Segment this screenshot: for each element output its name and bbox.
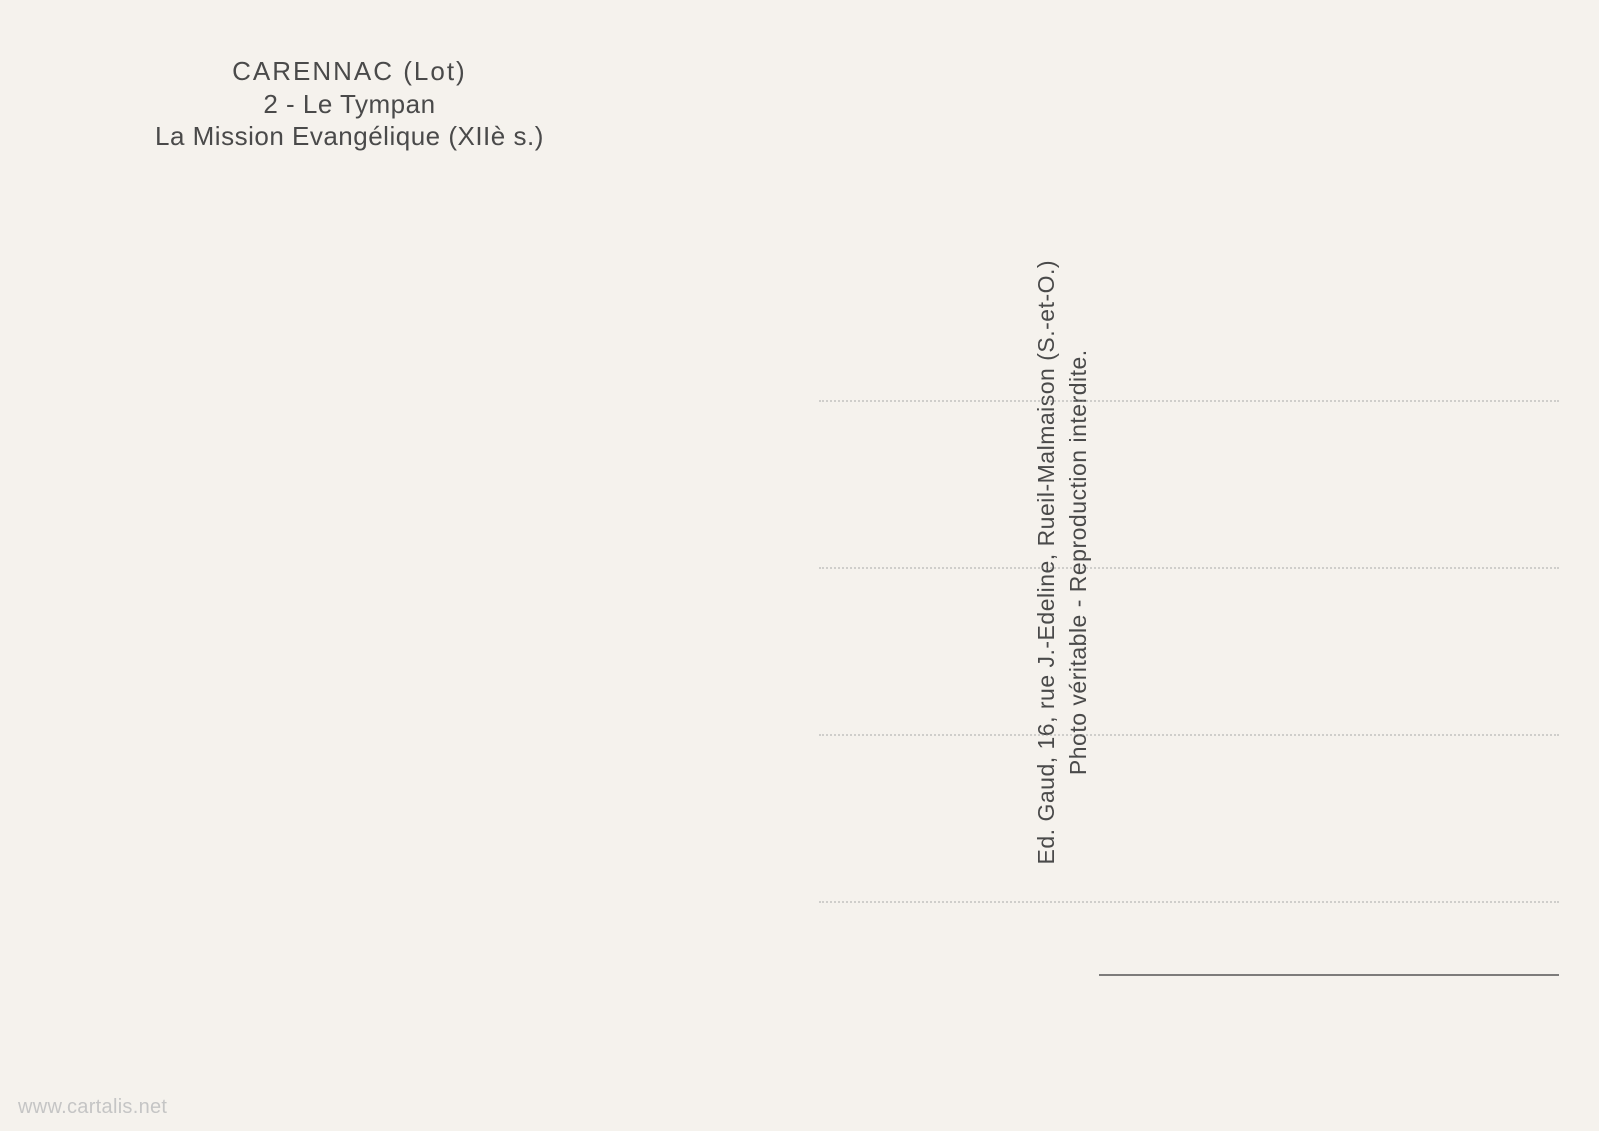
address-line-3 [819,734,1559,736]
subtitle-line: La Mission Evangélique (XIIè s.) [155,120,544,153]
bottom-rule [1099,974,1559,976]
address-line-4 [819,901,1559,903]
location-line: CARENNAC (Lot) [155,55,544,88]
watermark-text: www.cartalis.net [18,1096,167,1119]
address-line-1 [819,400,1559,402]
address-area [819,400,1559,903]
title-line: 2 - Le Tympan [155,88,544,121]
location-name: CARENNAC (Lot) [232,56,467,86]
postcard-back: CARENNAC (Lot) 2 - Le Tympan La Mission … [0,0,1599,1131]
header-caption: CARENNAC (Lot) 2 - Le Tympan La Mission … [155,55,544,153]
address-line-2 [819,567,1559,569]
